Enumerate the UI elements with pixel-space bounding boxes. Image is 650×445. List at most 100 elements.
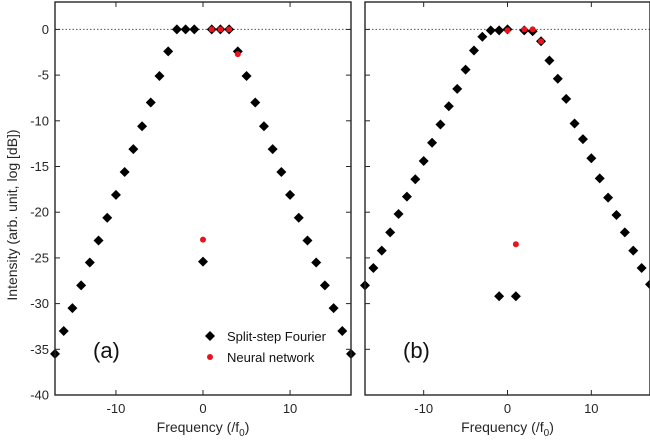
split-step-point [302, 235, 313, 246]
split-step-point [328, 303, 339, 314]
x-tick-label: 0 [199, 401, 206, 416]
split-step-point [311, 257, 322, 268]
y-tick-label: -30 [30, 296, 49, 311]
split-step-point [171, 24, 182, 35]
split-step-point [611, 209, 622, 220]
split-step-point [145, 97, 156, 108]
y-tick-label: -40 [30, 388, 49, 403]
split-step-point [189, 24, 200, 35]
panel-label: (b) [403, 338, 430, 363]
neural-network-point [200, 236, 206, 243]
split-step-point [460, 64, 471, 75]
split-step-point [267, 144, 278, 155]
split-step-point [276, 166, 287, 177]
legend-split-step-label: Split-step Fourier [227, 329, 327, 344]
y-axis-label: Intensity (arb. unit, log [dB]) [4, 129, 20, 300]
split-step-point [561, 93, 572, 104]
split-step-point [443, 101, 454, 112]
neural-network-point [512, 241, 519, 248]
split-step-point [586, 153, 597, 164]
split-step-point [401, 191, 412, 202]
neural-network-point [504, 27, 511, 34]
split-step-point [84, 257, 95, 268]
split-step-point [385, 227, 396, 238]
x-tick-label: 10 [283, 401, 297, 416]
split-step-point [435, 119, 446, 130]
split-step-point [337, 326, 348, 337]
neural-network-point [529, 26, 536, 33]
split-step-point [198, 256, 208, 267]
panel-b: -10 0 10 (b) Frequency (/f0) [360, 1, 650, 439]
axes-frame [364, 1, 650, 396]
split-step-point [477, 31, 488, 42]
y-tick-label: -25 [30, 250, 49, 265]
y-tick-label: -20 [30, 205, 49, 220]
split-step-point [544, 55, 555, 66]
split-step-point [319, 280, 330, 291]
legend-split-step-marker [205, 331, 215, 341]
split-step-point [468, 45, 479, 56]
split-step-point [552, 73, 563, 84]
split-step-point [427, 137, 438, 148]
split-step-point [494, 25, 505, 36]
x-tick-label: 10 [584, 401, 598, 416]
y-tick-label: 0 [42, 22, 49, 37]
split-step-point [76, 280, 87, 291]
split-step-point [250, 97, 261, 108]
split-step-point [594, 173, 605, 184]
split-step-point [645, 279, 650, 290]
neural-network-point [208, 26, 215, 33]
y-tick-label: -10 [30, 113, 49, 128]
panel-label: (a) [93, 338, 120, 363]
split-step-point [577, 134, 588, 145]
y-tick-label: -15 [30, 159, 49, 174]
split-step-point [494, 291, 505, 302]
split-step-point [93, 235, 104, 246]
split-step-point [510, 291, 521, 302]
split-step-point [569, 118, 580, 129]
split-step-point [376, 245, 387, 256]
split-step-point [619, 227, 630, 238]
neural-network-point [234, 51, 241, 58]
split-step-point [258, 121, 269, 132]
split-step-point [285, 189, 296, 200]
split-step-point [163, 46, 174, 57]
x-axis-label: Frequency (/f0) [461, 419, 554, 439]
x-tick-label: -10 [107, 401, 126, 416]
legend: Split-step Fourier Neural network [205, 329, 327, 365]
split-step-point [110, 189, 121, 200]
split-step-point [452, 83, 463, 94]
split-step-point [603, 192, 614, 203]
split-step-point [58, 326, 69, 337]
x-tick-label: 0 [504, 401, 511, 416]
split-step-point [102, 212, 113, 223]
split-step-point [128, 144, 139, 155]
split-step-point [241, 71, 252, 82]
split-step-point [67, 303, 78, 314]
split-step-point [180, 24, 191, 35]
split-step-point [485, 25, 496, 36]
neural-network-point [521, 26, 528, 33]
x-tick-label: -10 [414, 401, 433, 416]
y-tick-label: -5 [37, 68, 49, 83]
split-step-point [628, 245, 639, 256]
axes-frame [54, 1, 352, 396]
neural-network-point [538, 38, 545, 45]
split-step-point [368, 262, 379, 273]
split-step-point [154, 71, 165, 82]
panel-a: -10 0 10 0 -5 -10 -15 -20 -25 -30 -35 -40 (a) Frequen… [30, 1, 356, 439]
split-step-point [636, 262, 647, 273]
legend-neural-network-marker [207, 354, 213, 360]
neural-network-point [217, 26, 224, 33]
split-step-point [393, 209, 404, 220]
legend-neural-network-label: Neural network [227, 350, 315, 365]
neural-network-point [226, 26, 233, 33]
split-step-point [137, 121, 148, 132]
x-axis-label: Frequency (/f0) [157, 419, 250, 439]
split-step-point [119, 166, 130, 177]
y-tick-label: -35 [30, 342, 49, 357]
split-step-point [418, 156, 429, 167]
split-step-point [293, 212, 304, 223]
split-step-point [410, 174, 421, 185]
